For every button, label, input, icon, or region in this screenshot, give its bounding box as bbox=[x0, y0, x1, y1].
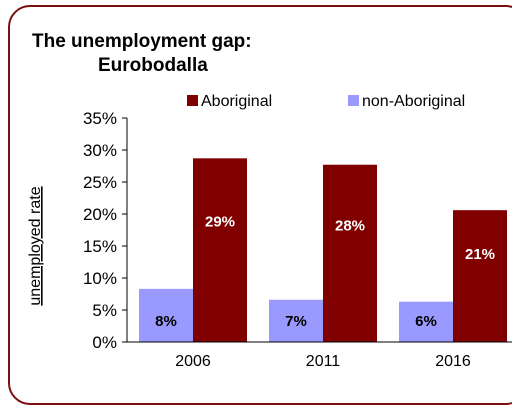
x-axis: 2006 2011 2016 bbox=[127, 341, 512, 367]
data-label: 21% bbox=[465, 246, 495, 263]
chart-title-line2: Eurobodalla bbox=[98, 55, 208, 76]
bar bbox=[139, 288, 193, 342]
bar bbox=[269, 299, 323, 342]
data-label: 8% bbox=[155, 313, 177, 330]
y-tick-label: 25% bbox=[83, 173, 117, 192]
bar bbox=[399, 301, 453, 342]
data-label: 7% bbox=[285, 313, 307, 330]
bar bbox=[453, 210, 507, 342]
x-tick-label: 2011 bbox=[306, 353, 341, 367]
x-tick-label: 2006 bbox=[175, 353, 211, 367]
y-tick-label: 30% bbox=[83, 141, 117, 160]
legend-label: non-Aboriginal bbox=[362, 93, 465, 110]
chart-title: The unemployment gap: Eurobodalla bbox=[32, 30, 252, 78]
y-tick-label: 35% bbox=[83, 109, 117, 128]
y-tick-label: 20% bbox=[83, 205, 117, 224]
legend: Aboriginal non-Aboriginal bbox=[187, 93, 465, 110]
legend-swatch bbox=[187, 95, 198, 106]
bar bbox=[193, 158, 247, 342]
chart-title-line1: The unemployment gap: bbox=[32, 31, 252, 52]
bar-chart: Aboriginal non-Aboriginal 0% 5% 10% 15% 20% 25… bbox=[27, 93, 512, 367]
data-label: 29% bbox=[205, 213, 235, 230]
legend-label: Aboriginal bbox=[201, 93, 272, 110]
bar bbox=[323, 164, 377, 342]
x-tick-label: 2016 bbox=[435, 353, 471, 367]
data-label: 6% bbox=[415, 313, 437, 330]
legend-swatch bbox=[348, 95, 359, 106]
bars: 8% 29% 7% 28% 6% 21% bbox=[139, 158, 507, 342]
y-axis: 0% 5% 10% 15% 20% 25% 30% 35% bbox=[83, 109, 128, 352]
y-tick-label: 5% bbox=[92, 301, 117, 320]
y-axis-label: unemployed rate bbox=[27, 186, 44, 305]
y-tick-label: 0% bbox=[92, 333, 117, 352]
data-label: 28% bbox=[335, 217, 365, 234]
y-tick-label: 10% bbox=[83, 269, 117, 288]
y-tick-label: 15% bbox=[83, 237, 117, 256]
